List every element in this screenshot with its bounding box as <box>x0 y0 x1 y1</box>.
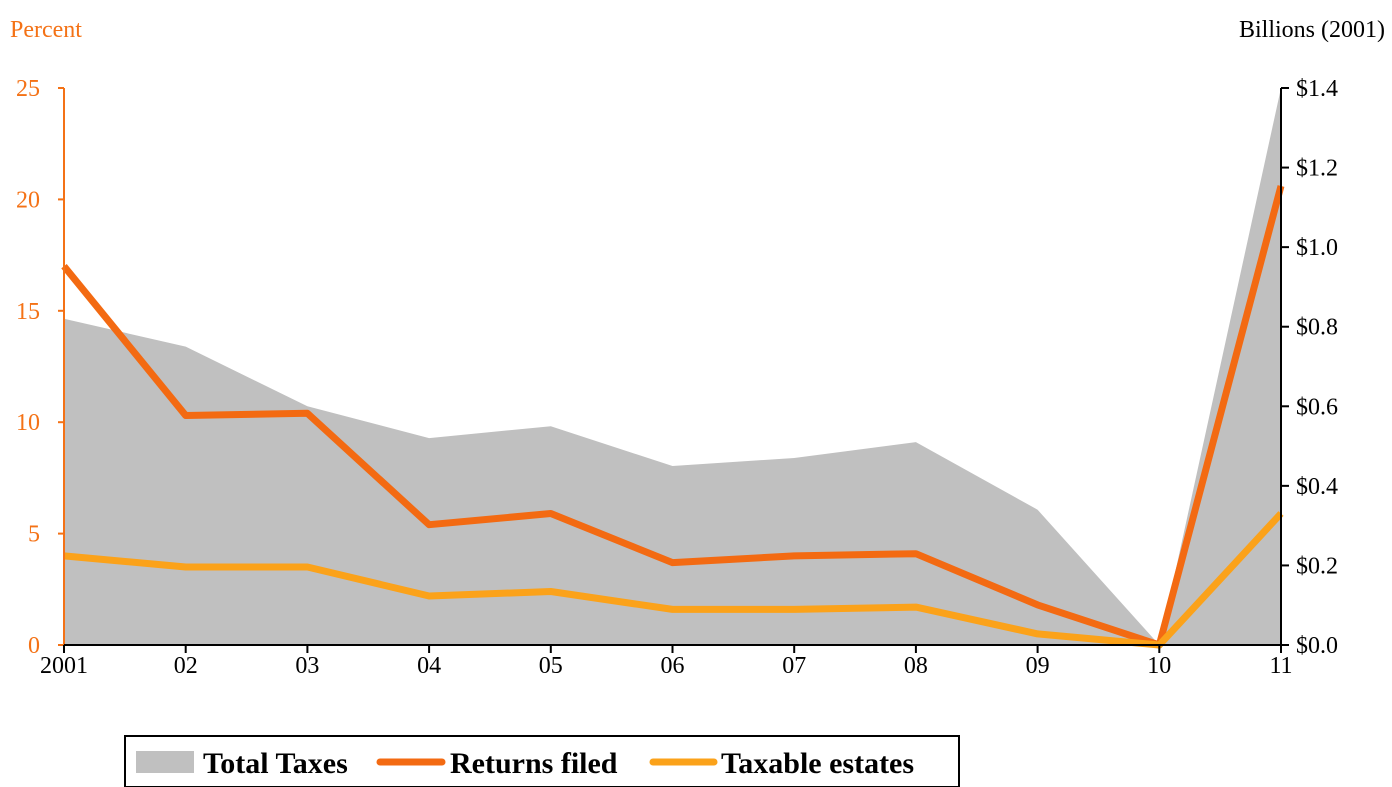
x-tick-label: 08 <box>904 653 928 679</box>
point-returns-filed-8 <box>1036 603 1039 606</box>
right-tick-label: $0.0 <box>1296 633 1338 659</box>
left-axis-title: Percent <box>10 17 82 43</box>
axis-layer: 0510152025$0.0$0.2$0.4$0.6$0.8$1.0$1.2$1… <box>16 76 1338 679</box>
point-returns-filed-6 <box>793 554 796 557</box>
point-taxable-estates-6 <box>793 608 796 611</box>
legend-label-taxable-estates: Taxable estates <box>721 747 914 780</box>
right-tick-label: $0.6 <box>1296 394 1338 420</box>
point-returns-filed-5 <box>671 561 674 564</box>
left-tick-label: 5 <box>28 522 40 548</box>
area-total-taxes <box>64 88 1281 645</box>
legend: Total Taxes Returns filed Taxable estate… <box>124 735 960 787</box>
right-tick-label: $0.4 <box>1296 474 1338 500</box>
area-layer <box>64 88 1281 645</box>
point-returns-filed-1 <box>184 414 187 417</box>
point-returns-filed-3 <box>428 523 431 526</box>
legend-box <box>124 735 960 787</box>
point-taxable-estates-7 <box>914 606 917 609</box>
x-tick-label: 05 <box>539 653 563 679</box>
x-tick-label: 2001 <box>40 653 88 679</box>
left-tick-label: 15 <box>16 299 40 325</box>
right-tick-label: $1.0 <box>1296 235 1338 261</box>
legend-label-total-taxes: Total Taxes <box>203 747 348 780</box>
point-returns-filed-2 <box>306 412 309 415</box>
point-returns-filed-4 <box>549 512 552 515</box>
right-tick-label: $1.2 <box>1296 156 1338 182</box>
left-tick-label: 10 <box>16 410 40 436</box>
point-taxable-estates-2 <box>306 566 309 568</box>
legend-swatch-total-taxes <box>136 751 194 773</box>
left-tick-label: 25 <box>16 76 40 102</box>
x-tick-label: 06 <box>661 653 685 679</box>
x-tick-label: 07 <box>782 653 806 679</box>
left-tick-label: 20 <box>16 187 40 213</box>
point-taxable-estates-5 <box>671 608 674 611</box>
x-tick-label: 10 <box>1147 653 1171 679</box>
point-returns-filed-7 <box>914 552 917 555</box>
x-tick-label: 02 <box>174 653 198 679</box>
right-tick-label: $1.4 <box>1296 76 1338 102</box>
x-tick-label: 03 <box>295 653 319 679</box>
point-taxable-estates-1 <box>184 566 187 568</box>
right-tick-label: $0.2 <box>1296 553 1338 579</box>
left-tick-label: 0 <box>28 633 40 659</box>
right-tick-label: $0.8 <box>1296 315 1338 341</box>
right-axis-title: Billions (2001) <box>1239 17 1385 43</box>
x-tick-label: 11 <box>1269 653 1292 679</box>
x-tick-label: 09 <box>1026 653 1050 679</box>
point-taxable-estates-4 <box>549 590 552 593</box>
x-tick-label: 04 <box>417 653 441 679</box>
point-taxable-estates-3 <box>428 595 431 597</box>
point-taxable-estates-8 <box>1036 632 1039 635</box>
legend-label-returns-filed: Returns filed <box>450 747 618 780</box>
